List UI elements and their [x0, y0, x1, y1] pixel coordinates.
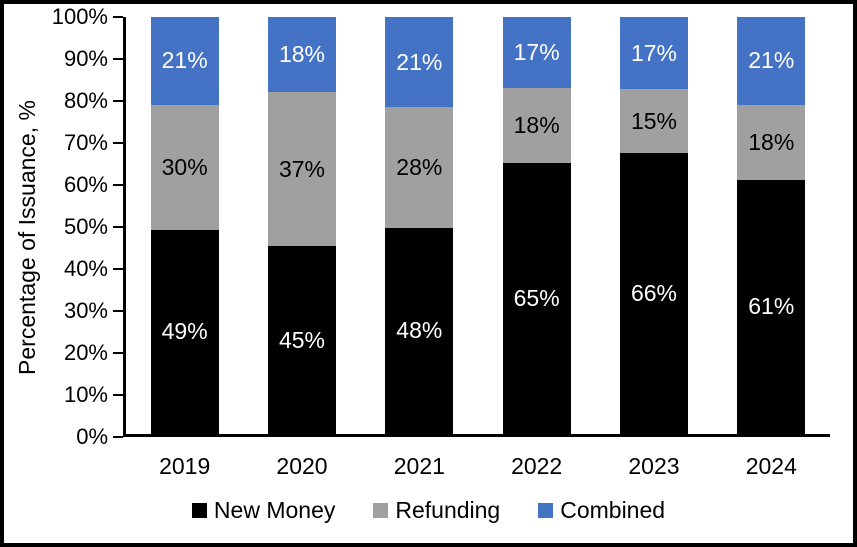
bar-segment-combined: 18%	[267, 17, 336, 93]
bar-segment-combined: 17%	[619, 17, 688, 90]
bar-segment-new-money: 45%	[267, 246, 336, 434]
stacked-bar-2019: 21% 30% 49%	[150, 17, 219, 434]
data-label: 15%	[630, 107, 677, 134]
y-axis-tick-mark	[113, 268, 123, 270]
stacked-bar-2023: 17% 15% 66%	[619, 17, 688, 434]
y-axis-tick-label: 0%	[76, 424, 108, 449]
stacked-bar-2020: 18% 37% 45%	[267, 17, 336, 434]
y-axis-tick-label: 40%	[63, 256, 108, 281]
bar-column-2021: 21% 28% 48%	[361, 17, 478, 434]
data-label: 21%	[396, 48, 443, 75]
data-label: 45%	[278, 326, 325, 353]
y-axis-tick-mark	[113, 100, 123, 102]
bar-segment-new-money: 61%	[737, 179, 806, 434]
data-label: 17%	[513, 38, 560, 65]
stacked-bar-2022: 17% 18% 65%	[502, 17, 571, 434]
bar-segment-refunding: 28%	[385, 107, 454, 228]
bar-segment-refunding: 18%	[737, 104, 806, 180]
bar-segment-combined: 21%	[150, 17, 219, 105]
bar-column-2024: 21% 18% 61%	[713, 17, 830, 434]
x-axis-labels: 2019 2020 2021 2022 2023 2024	[126, 453, 830, 479]
x-axis-label-2023: 2023	[628, 453, 680, 479]
legend-label: New Money	[213, 497, 336, 523]
data-label: 18%	[278, 41, 325, 68]
x-axis-label-2021: 2021	[393, 453, 445, 479]
legend: New Money Refunding Combined	[4, 496, 853, 524]
bar-segment-refunding: 18%	[502, 87, 571, 163]
y-axis-tick-label: 70%	[63, 130, 108, 155]
legend-swatch-icon	[191, 502, 207, 518]
legend-swatch-icon	[538, 502, 554, 518]
legend-label: Refunding	[395, 497, 501, 523]
y-axis-tick-mark	[113, 310, 123, 312]
legend-item-combined: Combined	[538, 497, 665, 523]
y-axis-tick-label: 90%	[63, 46, 108, 71]
bar-segment-refunding: 15%	[619, 89, 688, 154]
bar-column-2020: 18% 37% 45%	[243, 17, 360, 434]
data-label: 61%	[748, 293, 795, 320]
bar-segment-new-money: 49%	[150, 229, 219, 434]
bar-segment-combined: 17%	[502, 17, 571, 88]
data-label: 66%	[630, 280, 677, 307]
legend-item-new-money: New Money	[191, 497, 336, 523]
x-axis-label-2024: 2024	[745, 453, 797, 479]
bar-column-2022: 17% 18% 65%	[478, 17, 595, 434]
data-label: 37%	[278, 155, 325, 182]
x-axis-label-2022: 2022	[511, 453, 563, 479]
y-axis-tick-label: 80%	[63, 88, 108, 113]
stacked-bar-2024: 21% 18% 61%	[737, 17, 806, 434]
legend-item-refunding: Refunding	[373, 497, 500, 523]
bar-column-2019: 21% 30% 49%	[126, 17, 243, 434]
y-axis-tick-mark	[113, 184, 123, 186]
bar-segment-new-money: 65%	[502, 162, 571, 434]
y-axis-tick-label: 30%	[63, 298, 108, 323]
stacked-bar-2021: 21% 28% 48%	[385, 17, 454, 434]
y-axis-tick-mark	[113, 58, 123, 60]
legend-swatch-icon	[373, 502, 389, 518]
data-label: 18%	[748, 128, 795, 155]
x-axis-label-2019: 2019	[159, 453, 211, 479]
bar-column-2023: 17% 15% 66%	[595, 17, 712, 434]
y-axis-tick-label: 50%	[63, 214, 108, 239]
y-axis-tick-label: 10%	[63, 382, 108, 407]
bar-segment-combined: 21%	[385, 17, 454, 108]
data-label: 28%	[396, 153, 443, 180]
x-axis-label-2020: 2020	[276, 453, 328, 479]
plot-area: 21% 30% 49% 18% 37% 45% 21% 28% 48% 17% 18% 65% 17% 1…	[123, 17, 830, 437]
y-axis-tick-mark	[113, 436, 123, 438]
y-axis-tick-mark	[113, 16, 123, 18]
y-axis-tick-label: 60%	[63, 172, 108, 197]
data-label: 30%	[161, 153, 208, 180]
data-label: 21%	[748, 47, 795, 74]
legend-label: Combined	[560, 497, 666, 523]
data-label: 18%	[513, 111, 560, 138]
data-label: 65%	[513, 284, 560, 311]
y-axis-tick-mark	[113, 352, 123, 354]
bar-segment-new-money: 66%	[619, 153, 688, 434]
bar-segment-refunding: 30%	[150, 104, 219, 230]
data-label: 49%	[161, 318, 208, 345]
bar-segment-new-money: 48%	[385, 227, 454, 434]
data-label: 48%	[396, 317, 443, 344]
y-axis-tick-mark	[113, 394, 123, 396]
bar-segment-combined: 21%	[737, 17, 806, 105]
bar-segment-refunding: 37%	[267, 92, 336, 247]
y-axis-tick-label: 20%	[63, 340, 108, 365]
y-axis-tick-mark	[113, 142, 123, 144]
data-label: 17%	[630, 39, 677, 66]
y-axis-tick-mark	[113, 226, 123, 228]
y-axis-tick-label: 100%	[51, 4, 108, 29]
data-label: 21%	[161, 47, 208, 74]
